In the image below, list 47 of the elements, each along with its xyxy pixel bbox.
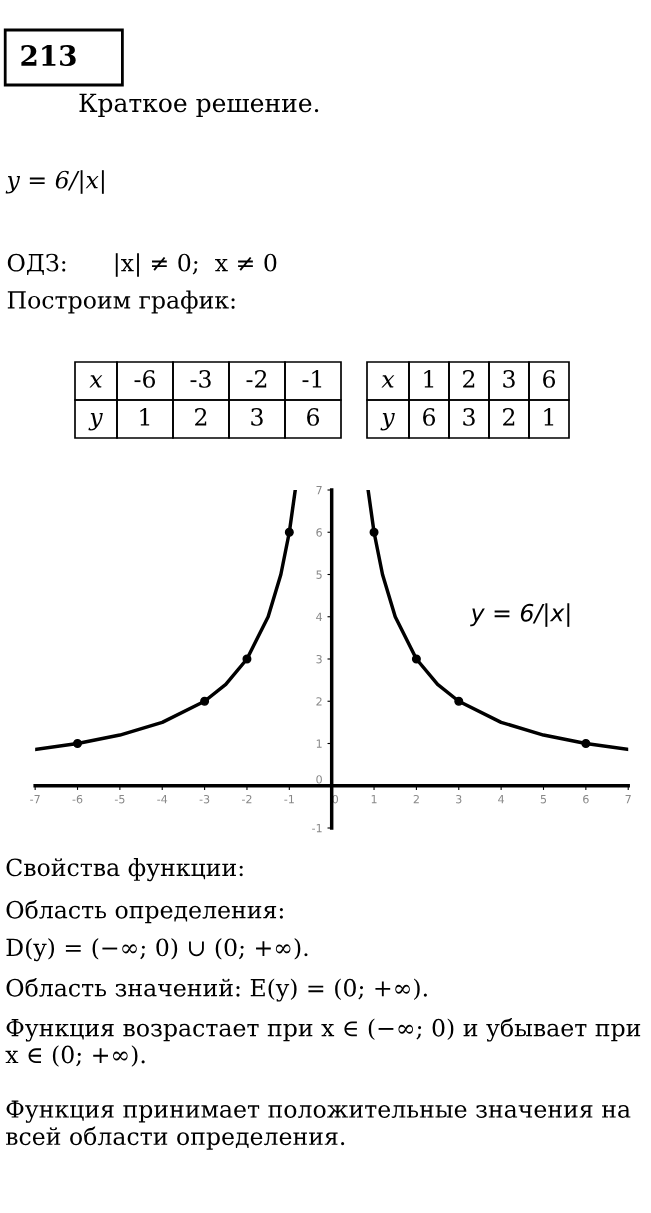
point — [411, 654, 421, 664]
x-tick-label: 6 — [583, 794, 589, 804]
x-tick-label: -5 — [114, 795, 125, 804]
x-tick-label: -2 — [241, 794, 252, 804]
y-tick-label: 1 — [316, 739, 322, 748]
text: y 1 2 3 6 — [88, 407, 320, 431]
text: y = 6/|x| — [5, 170, 104, 194]
y-tick-label: 4 — [316, 612, 323, 621]
text: x -6 -3 -2 -1 — [89, 369, 322, 388]
x-tick-label: 1 — [371, 795, 377, 804]
y-tick-label: 6 — [316, 528, 322, 537]
x-tick-label: 7 — [625, 795, 631, 804]
point — [200, 696, 210, 706]
text: Построим график: — [7, 290, 235, 314]
text: Функция возрастает при x ∈ (−∞; 0) и убывает при x ∈ (0; +∞). — [5, 1018, 641, 1067]
x-tick-label: -1 — [284, 795, 294, 804]
chart-subtitle: Краткое решение. — [79, 93, 319, 118]
x-tick-label: 2 — [413, 794, 419, 804]
chart-title: 213 — [21, 45, 76, 67]
x-tick-label: 5 — [540, 795, 547, 804]
point — [369, 527, 379, 537]
text: x 1 2 3 6 — [381, 369, 556, 388]
y-tick-label: 0 — [316, 775, 322, 784]
x-tick-label: -7 — [30, 795, 40, 804]
x-tick-label: -3 — [199, 794, 210, 804]
text: Область определения: — [6, 900, 283, 924]
text: D(y) = (−∞; 0) ∪ (0; +∞). — [6, 938, 308, 962]
point — [284, 527, 294, 537]
x-tick-label: -4 — [157, 795, 168, 804]
x-tick-label: -6 — [72, 794, 83, 804]
point — [581, 739, 591, 748]
y-tick-label: 3 — [316, 654, 322, 664]
y-tick-label: 5 — [316, 570, 322, 579]
y-tick-label: 7 — [316, 486, 322, 495]
x-tick-label: 3 — [456, 794, 462, 804]
text: Свойства функции: — [6, 858, 243, 882]
point — [454, 696, 464, 706]
text: ОДЗ: |x| ≠ 0; x ≠ 0 — [7, 253, 277, 277]
point — [73, 739, 83, 748]
y-tick-label: -1 — [312, 824, 322, 833]
text: y 6 3 2 1 — [380, 407, 554, 431]
x-tick-label: 4 — [498, 795, 505, 804]
text: Область значений: E(y) = (0; +∞). — [6, 978, 427, 1002]
y-tick-label: 2 — [316, 697, 322, 706]
text: Функция принимает положительные значения на всей области определения. — [6, 1100, 631, 1150]
annotation: y = 6/|x| — [470, 603, 570, 627]
point — [242, 654, 252, 664]
